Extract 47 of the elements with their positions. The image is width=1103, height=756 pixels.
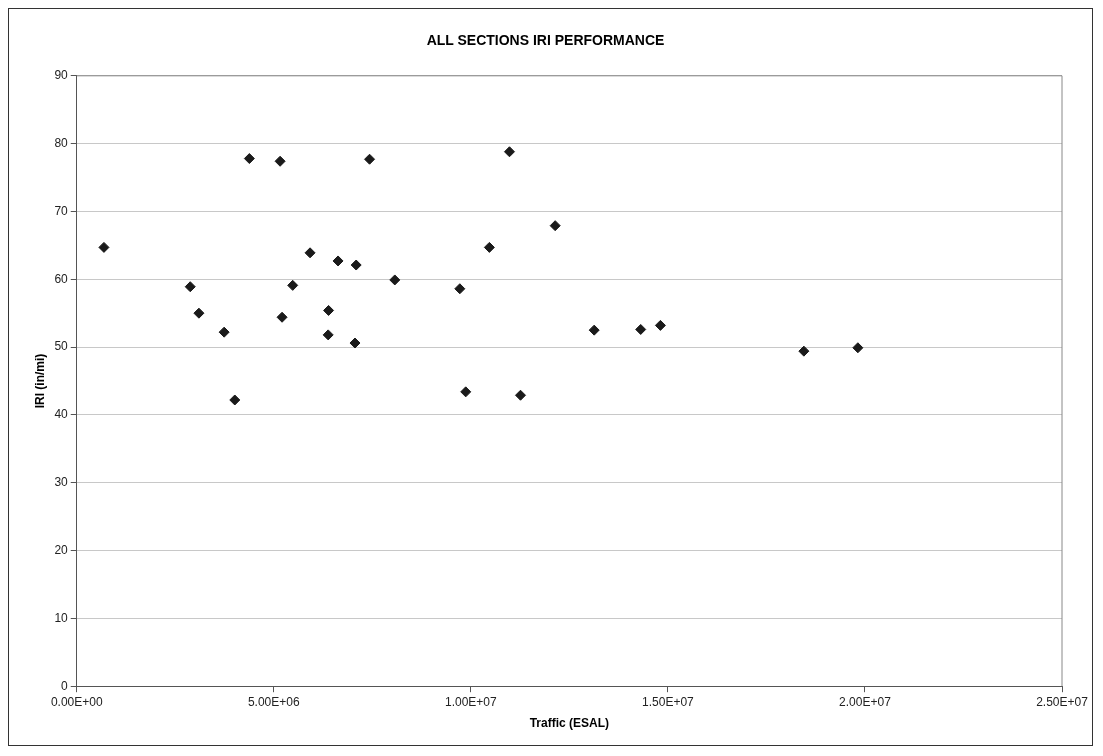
x-tick-label: 2.00E+07 [839,694,892,709]
y-tick-label: 30 [54,475,69,490]
y-tick-label: 80 [54,135,69,150]
y-tick-label: 40 [54,407,69,422]
point [323,304,335,316]
point [483,241,495,253]
x-axis-title: Traffic (ESAL) [529,716,610,731]
point [218,326,230,338]
chart-title: ALL SECTIONS IRI PERFORMANCE [426,32,665,49]
point [515,389,527,401]
y-tick-label: 10 [54,610,69,625]
point [635,323,647,335]
point [98,241,110,253]
point [852,342,864,354]
x-tick-label: 2.50E+07 [1036,694,1089,709]
y-tick-label: 70 [54,203,69,218]
point [549,220,561,232]
x-tick-label: 1.50E+07 [642,694,695,709]
point [798,345,810,357]
point [322,329,334,341]
point [193,307,205,319]
x-tick-label: 0.00E+00 [50,694,103,709]
point [349,337,361,349]
point [588,324,600,336]
point [304,247,316,259]
point [332,255,344,267]
point [389,274,401,286]
point [184,281,196,293]
point [274,155,286,167]
point [503,146,515,158]
y-tick-label: 0 [61,678,69,693]
y-tick-label: 20 [54,542,69,557]
x-tick-label: 5.00E+06 [247,694,300,709]
y-axis-title: IRI (in/mi) [32,353,47,409]
point [350,259,362,271]
point [454,283,466,295]
y-tick-label: 90 [54,68,69,83]
y-tick-label: 50 [54,339,69,354]
point [654,319,666,331]
point [287,279,299,291]
point [229,394,241,406]
point [460,386,472,398]
point [364,153,376,165]
y-tick-label: 60 [54,271,69,286]
point [276,311,288,323]
point [243,153,255,165]
x-tick-label: 1.00E+07 [444,694,498,709]
